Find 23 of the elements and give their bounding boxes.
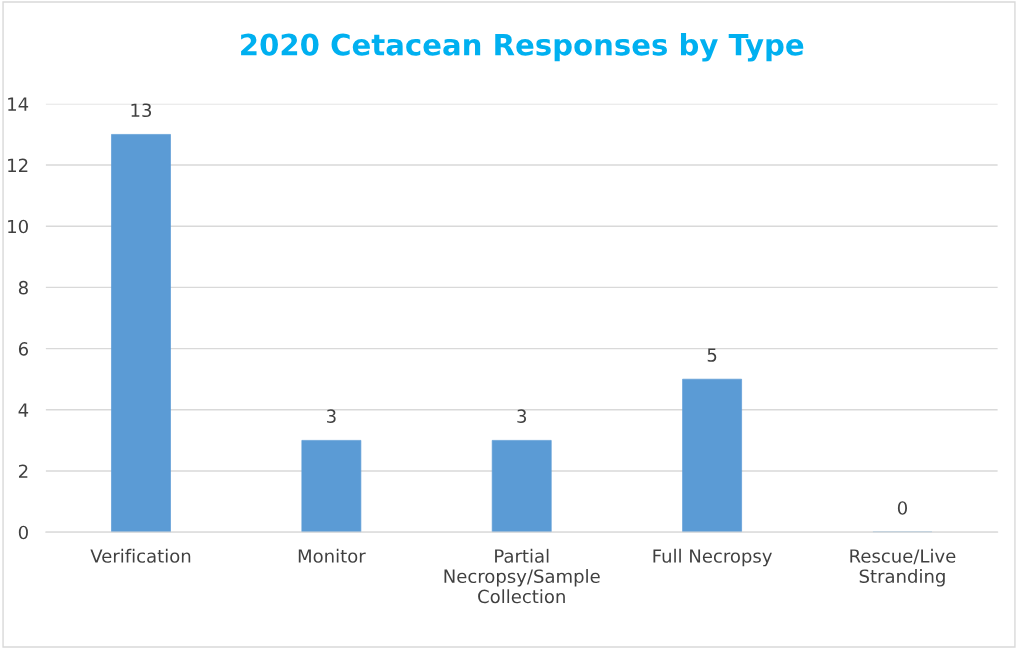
- y-tick-label: 0: [18, 525, 28, 540]
- x-tick-label: Full Necropsy: [653, 548, 772, 567]
- data-label: 13: [131, 103, 152, 118]
- data-label: 5: [707, 348, 717, 362]
- bar: [682, 378, 742, 533]
- bar: [491, 440, 552, 533]
- bar: [111, 134, 171, 533]
- y-tick-label: 8: [18, 280, 28, 295]
- y-tick-label: 12: [8, 158, 28, 172]
- x-tick-label: Rescue/Live Stranding: [850, 548, 956, 587]
- data-label: 3: [326, 409, 336, 424]
- x-tick-label: Verification: [90, 548, 191, 563]
- x-tick-label: Partial Necropsy/Sample Collection: [444, 548, 600, 604]
- y-tick-label: 6: [18, 342, 29, 356]
- y-tick-label: 4: [18, 403, 29, 417]
- y-tick-label: 2: [18, 464, 28, 478]
- data-label: 3: [517, 409, 527, 424]
- bar: [301, 440, 362, 533]
- chart-title: 2020 Cetacean Responses by Type: [241, 33, 804, 62]
- x-tick-label: Monitor: [298, 548, 366, 563]
- y-tick-label: 14: [8, 97, 29, 111]
- data-label: 0: [897, 501, 907, 515]
- y-tick-label: 10: [8, 219, 28, 234]
